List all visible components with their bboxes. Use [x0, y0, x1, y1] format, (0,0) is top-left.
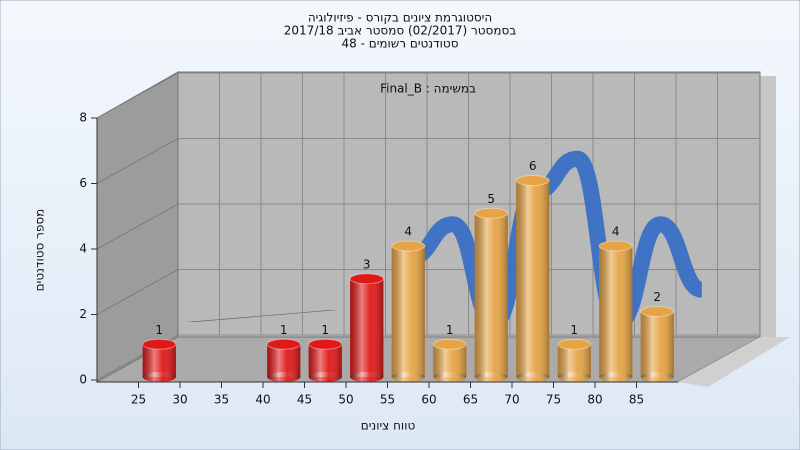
value-label: 1: [446, 323, 454, 337]
x-tick-label: 35: [214, 393, 229, 407]
grid-line: [96, 203, 179, 250]
bar-group: 6: [515, 159, 550, 382]
x-tick-label: 50: [338, 393, 353, 407]
bar-shine: [516, 180, 550, 377]
y-tick-label: 6: [79, 176, 87, 190]
bar-group: 1: [557, 323, 592, 382]
x-axis-label: טווח ציונים: [361, 419, 416, 433]
bar-shine: [640, 311, 674, 377]
x-tick-label: 85: [629, 393, 644, 407]
value-label: 4: [404, 225, 412, 239]
bar-group: 5: [474, 192, 509, 382]
bar-base-shine: [142, 372, 176, 382]
grid-line: [96, 269, 179, 315]
bar-shine: [267, 344, 301, 377]
bar-group: 4: [391, 225, 426, 382]
bar-base-shine: [599, 372, 633, 382]
ribbon-layer: [409, 150, 705, 331]
bars: 1 1 1 3 4 1 5 6 1 4 2: [142, 159, 675, 382]
y-tick-label: 2: [79, 307, 87, 321]
y-axis-label: מספר סטודנטים: [33, 209, 47, 292]
bar-base-shine: [557, 372, 591, 382]
x-tick-label: 60: [421, 393, 436, 407]
x-tick-label: 65: [463, 393, 478, 407]
bar-top: [432, 338, 467, 350]
bar-shine: [599, 246, 633, 377]
value-label: 5: [487, 192, 495, 206]
bar-top: [391, 240, 426, 252]
bar-shine: [391, 246, 425, 377]
y-tick-label: 0: [79, 373, 87, 387]
bar-group: 1: [308, 323, 343, 382]
bar-shine: [557, 344, 591, 377]
value-label: 1: [570, 323, 578, 337]
value-label: 1: [280, 323, 288, 337]
value-label: 2: [653, 290, 661, 304]
y-tick-label: 4: [79, 242, 87, 256]
annotation: במשימה : Final_B: [380, 82, 476, 96]
bar-group: 1: [432, 323, 467, 382]
title-line: בסמסטר (02/2017) סמסטר אביב 2017/18: [284, 24, 516, 38]
bar-top: [557, 338, 592, 350]
bar-top: [598, 240, 633, 252]
bar-base-shine: [640, 372, 674, 382]
title-line: היסטוגרמת ציונים בקורס - פיזיולוגיה: [308, 11, 492, 25]
x-tick-label: 75: [546, 393, 561, 407]
x-tick-label: 25: [131, 393, 146, 407]
bar-base-shine: [433, 372, 467, 382]
x-tick-label: 80: [587, 393, 602, 407]
bar-group: 4: [598, 225, 633, 382]
bar-top: [266, 338, 301, 350]
value-label: 1: [155, 323, 163, 337]
x-tick-label: 70: [504, 393, 519, 407]
bar-top: [308, 338, 343, 350]
bar-base-shine: [350, 372, 384, 382]
value-label: 3: [363, 257, 371, 271]
grid: [96, 72, 759, 381]
bar-top: [142, 338, 177, 350]
bar-shine: [308, 344, 342, 377]
bar-shine: [474, 213, 508, 377]
value-label: 1: [321, 323, 329, 337]
bar-group: 1: [142, 323, 177, 382]
bar-group: 2: [640, 290, 675, 382]
bar-shine: [350, 278, 384, 377]
grid-line: [96, 72, 179, 119]
bar-group: 1: [266, 323, 301, 382]
flat-ribbon: [186, 310, 338, 322]
x-tick-label: 55: [380, 393, 395, 407]
bar-top: [474, 207, 509, 219]
bar-base-shine: [308, 372, 342, 382]
bar-base-shine: [474, 372, 508, 382]
bar-base-shine: [267, 372, 301, 382]
floor-shadow: [678, 337, 790, 387]
bar-base-shine: [516, 372, 550, 382]
x-tick-label: 45: [297, 393, 312, 407]
bar-top: [640, 306, 675, 317]
bar-group: 3: [349, 257, 384, 382]
y-tick-label: 8: [79, 111, 87, 125]
value-label: 6: [529, 159, 537, 173]
bar-base-shine: [391, 372, 425, 382]
value-label: 4: [612, 225, 620, 239]
bar-shine: [433, 344, 467, 377]
ribbon: [409, 150, 705, 331]
title-line: סטודנטים רשומים - 48: [341, 37, 458, 51]
x-tick-label: 30: [172, 393, 187, 407]
bar-shine: [142, 344, 176, 377]
grid-line: [96, 138, 179, 184]
x-tick-label: 40: [255, 393, 270, 407]
bar-top: [349, 273, 384, 285]
bar-top: [515, 175, 550, 186]
